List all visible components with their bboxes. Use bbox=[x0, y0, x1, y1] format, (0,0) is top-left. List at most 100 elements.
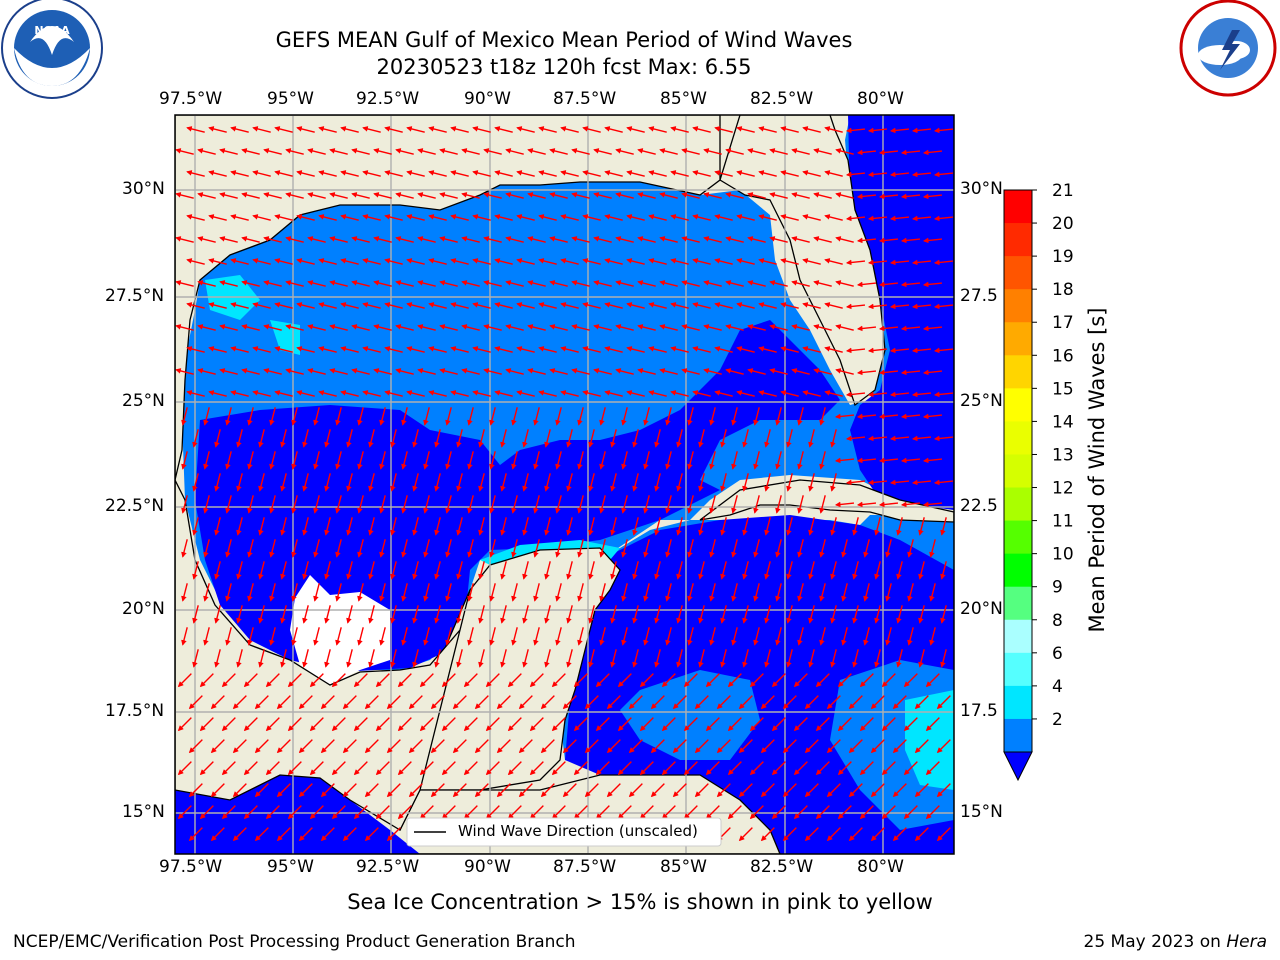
wind-wave-arrow bbox=[456, 649, 463, 668]
wind-wave-arrow bbox=[604, 258, 623, 265]
wind-wave-arrow bbox=[511, 583, 518, 602]
wind-wave-arrow bbox=[933, 347, 954, 354]
mexico-land bbox=[175, 479, 471, 831]
wind-wave-arrow bbox=[753, 583, 760, 602]
wind-wave-arrow bbox=[654, 561, 661, 580]
wind-wave-arrow bbox=[296, 302, 315, 309]
wind-wave-arrow bbox=[911, 127, 932, 134]
wind-wave-arrow bbox=[764, 561, 771, 580]
wind-wave-arrow bbox=[483, 236, 502, 243]
wind-wave-arrow bbox=[177, 805, 192, 820]
wind-wave-arrow bbox=[252, 170, 271, 177]
wind-wave-arrow bbox=[450, 346, 469, 353]
wind-wave-arrow bbox=[496, 783, 511, 798]
wind-wave-arrow bbox=[274, 214, 293, 221]
wind-wave-arrow bbox=[408, 783, 423, 798]
colorbar-tick-label: 4 bbox=[1052, 677, 1063, 697]
wind-wave-arrow bbox=[922, 237, 943, 244]
wind-wave-arrow bbox=[643, 627, 650, 646]
wind-wave-arrow bbox=[203, 583, 210, 602]
wind-wave-arrow bbox=[896, 649, 903, 668]
wind-wave-arrow bbox=[749, 717, 764, 732]
wind-wave-arrow bbox=[793, 761, 808, 776]
wind-wave-arrow bbox=[900, 149, 921, 156]
wind-wave-arrow bbox=[786, 561, 793, 580]
wind-wave-arrow bbox=[793, 805, 808, 820]
wind-wave-arrow bbox=[236, 649, 243, 668]
wind-wave-arrow bbox=[848, 783, 863, 798]
colorbar-tick-label: 11 bbox=[1052, 512, 1074, 532]
wind-wave-arrow bbox=[197, 368, 216, 375]
wind-wave-arrow bbox=[357, 407, 364, 426]
wind-wave-arrow bbox=[406, 302, 425, 309]
wind-wave-arrow bbox=[379, 583, 386, 602]
wind-wave-arrow bbox=[342, 695, 357, 710]
wind-wave-arrow bbox=[439, 236, 458, 243]
wind-wave-arrow bbox=[225, 451, 232, 470]
wind-wave-arrow bbox=[351, 368, 370, 375]
wind-wave-arrow bbox=[302, 561, 309, 580]
wind-wave-arrow bbox=[758, 302, 777, 309]
wind-wave-arrow bbox=[456, 561, 463, 580]
colorbar-tick-label: 18 bbox=[1052, 280, 1074, 300]
wind-wave-arrow bbox=[296, 170, 315, 177]
wind-wave-arrow bbox=[856, 413, 877, 420]
wind-wave-arrow bbox=[494, 258, 513, 265]
wind-wave-arrow bbox=[566, 561, 573, 580]
wind-wave-arrow bbox=[720, 561, 727, 580]
wind-wave-arrow bbox=[434, 517, 441, 536]
wind-wave-arrow bbox=[346, 561, 353, 580]
wind-wave-arrow bbox=[463, 717, 478, 732]
wind-wave-arrow bbox=[346, 517, 353, 536]
wind-wave-arrow bbox=[318, 258, 337, 265]
wind-wave-arrow bbox=[324, 473, 331, 492]
wind-wave-arrow bbox=[252, 346, 271, 353]
wind-wave-arrow bbox=[900, 457, 921, 464]
wind-wave-arrow bbox=[287, 717, 302, 732]
wind-wave-arrow bbox=[395, 236, 414, 243]
wind-wave-arrow bbox=[395, 324, 414, 331]
wind-wave-arrow bbox=[615, 280, 634, 287]
wind-wave-arrow bbox=[441, 761, 456, 776]
wind-wave-arrow bbox=[357, 495, 364, 514]
wind-wave-arrow bbox=[643, 583, 650, 602]
sea-ice-note: Sea Ice Concentration > 15% is shown in … bbox=[347, 890, 933, 914]
wind-wave-arrow bbox=[505, 280, 524, 287]
wind-wave-arrow bbox=[900, 325, 921, 332]
wind-wave-arrow bbox=[870, 783, 885, 798]
wind-wave-arrow bbox=[698, 517, 705, 536]
wind-wave-arrow bbox=[648, 390, 667, 397]
wind-wave-arrow bbox=[331, 805, 346, 820]
wind-wave-arrow bbox=[445, 495, 452, 514]
wind-wave-arrow bbox=[307, 236, 326, 243]
wind-wave-arrow bbox=[769, 368, 788, 375]
lat-label-left: 25°N bbox=[122, 391, 165, 411]
wind-wave-arrow bbox=[747, 236, 766, 243]
lon-label-top: 90°W bbox=[464, 89, 511, 109]
wind-wave-arrow bbox=[230, 170, 249, 177]
wind-wave-arrow bbox=[632, 429, 639, 448]
wind-wave-arrow bbox=[808, 517, 815, 536]
wind-wave-arrow bbox=[819, 451, 826, 470]
wind-wave-arrow bbox=[445, 407, 452, 426]
wind-wave-arrow bbox=[670, 390, 689, 397]
wind-wave-arrow bbox=[900, 193, 921, 200]
wind-wave-arrow bbox=[419, 761, 434, 776]
wind-wave-arrow bbox=[516, 302, 535, 309]
wind-wave-arrow bbox=[582, 170, 601, 177]
wind-wave-arrow bbox=[588, 649, 595, 668]
wind-wave-arrow bbox=[918, 517, 925, 536]
wind-wave-arrow bbox=[731, 495, 738, 514]
wind-wave-arrow bbox=[709, 627, 716, 646]
wind-wave-arrow bbox=[725, 280, 744, 287]
wind-wave-arrow bbox=[375, 673, 390, 688]
wind-wave-arrow bbox=[401, 539, 408, 558]
wind-wave-arrow bbox=[670, 170, 689, 177]
wind-wave-arrow bbox=[782, 783, 797, 798]
wind-wave-arrow bbox=[351, 192, 370, 199]
wind-wave-arrow bbox=[834, 457, 855, 464]
wind-wave-arrow bbox=[335, 583, 342, 602]
wind-wave-arrow bbox=[610, 473, 617, 492]
wind-wave-arrow bbox=[516, 390, 535, 397]
